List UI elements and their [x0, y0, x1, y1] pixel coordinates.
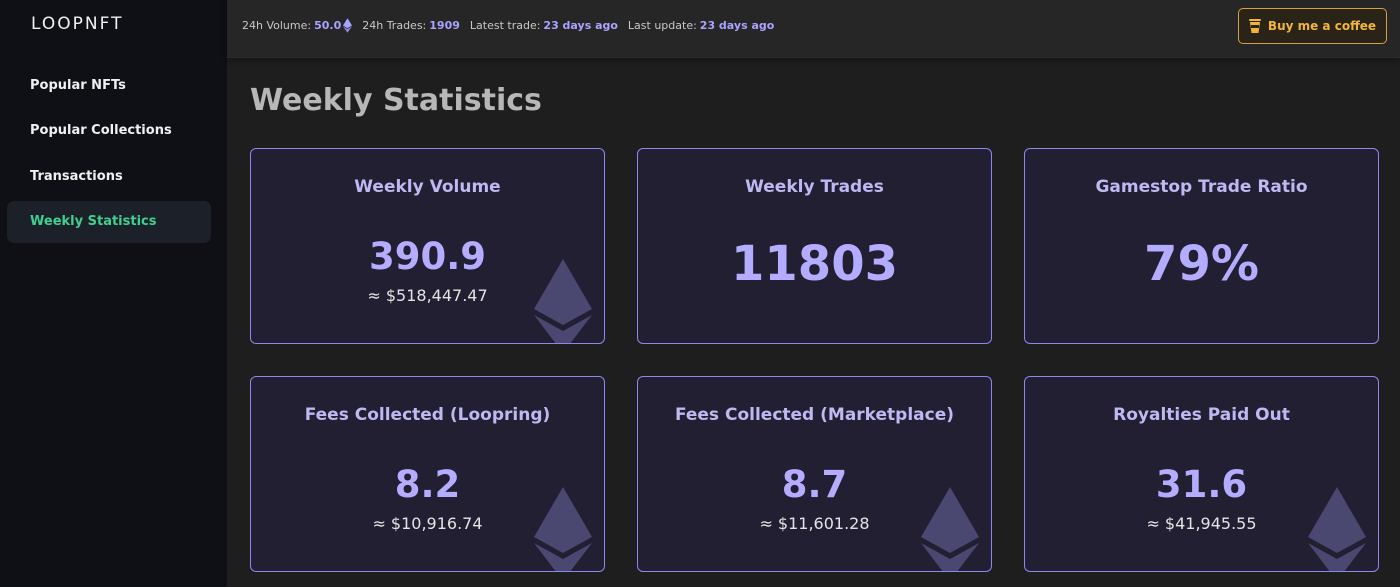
stat-value: 50.0	[314, 19, 342, 32]
stat-card-fees-loopring: Fees Collected (Loopring) 8.2 ≈ $10,916.…	[250, 376, 605, 572]
top-bar: 24h Volume: 50.0 24h Trades: 1909 Latest…	[227, 0, 1400, 58]
eth-icon	[343, 18, 353, 33]
stat-last-update: Last update: 23 days ago	[628, 19, 774, 32]
sidebar: LOOPNFT Popular NFTs Popular Collections…	[0, 0, 227, 587]
stat-card-weekly-volume: Weekly Volume 390.9 ≈ $518,447.47	[250, 148, 605, 344]
buy-me-a-coffee-button[interactable]: Buy me a coffee	[1238, 8, 1387, 44]
card-usd-value: ≈ $518,447.47	[367, 286, 488, 305]
page-title: Weekly Statistics	[250, 83, 542, 118]
stat-card-gamestop-trade-ratio: Gamestop Trade Ratio 79%	[1024, 148, 1379, 344]
card-value: 11803	[731, 236, 898, 292]
card-value: 79%	[1144, 236, 1259, 292]
app-logo[interactable]: LOOPNFT	[31, 14, 124, 34]
coffee-cup-icon	[1248, 18, 1261, 34]
stat-label: Last update:	[627, 19, 697, 32]
stat-card-royalties-paid-out: Royalties Paid Out 31.6 ≈ $41,945.55	[1024, 376, 1379, 572]
eth-icon	[921, 487, 979, 571]
stat-value: 23 days ago	[699, 19, 775, 32]
stat-card-fees-marketplace: Fees Collected (Marketplace) 8.7 ≈ $11,6…	[637, 376, 992, 572]
card-value: 8.7	[781, 463, 848, 506]
card-value: 390.9	[368, 235, 487, 278]
card-usd-value: ≈ $11,601.28	[759, 514, 870, 533]
card-title: Fees Collected (Loopring)	[304, 405, 551, 425]
card-title: Weekly Volume	[354, 177, 501, 197]
coffee-button-label: Buy me a coffee	[1267, 19, 1377, 33]
sidebar-item-popular-nfts[interactable]: Popular NFTs	[30, 77, 126, 93]
stat-card-weekly-trades: Weekly Trades 11803	[637, 148, 992, 344]
sidebar-item-weekly-statistics[interactable]: Weekly Statistics	[7, 200, 211, 243]
market-stats: 24h Volume: 50.0 24h Trades: 1909 Latest…	[242, 18, 784, 33]
card-title: Weekly Trades	[745, 177, 884, 197]
card-usd-value: ≈ $10,916.74	[372, 514, 483, 533]
sidebar-item-popular-collections[interactable]: Popular Collections	[30, 123, 172, 138]
sidebar-item-transactions[interactable]: Transactions	[30, 168, 123, 184]
stat-label: 24h Volume:	[242, 19, 312, 32]
eth-icon	[1308, 487, 1366, 571]
stat-label: Latest trade:	[469, 19, 541, 32]
card-usd-value: ≈ $41,945.55	[1146, 514, 1257, 533]
stat-24h-trades: 24h Trades: 1909	[362, 19, 460, 32]
stat-label: 24h Trades:	[362, 19, 427, 32]
eth-icon	[534, 259, 592, 343]
eth-icon	[534, 487, 592, 571]
stat-value: 1909	[429, 19, 460, 32]
stat-24h-volume: 24h Volume: 50.0	[242, 18, 353, 33]
stat-latest-trade: Latest trade: 23 days ago	[470, 19, 618, 32]
stat-value: 23 days ago	[543, 19, 618, 32]
card-value: 8.2	[394, 463, 461, 506]
card-title: Royalties Paid Out	[1113, 405, 1290, 425]
card-value: 31.6	[1155, 463, 1248, 506]
card-title: Fees Collected (Marketplace)	[674, 405, 955, 425]
card-title: Gamestop Trade Ratio	[1095, 177, 1308, 197]
sidebar-nav: Popular NFTs Popular Collections Transac…	[7, 64, 211, 246]
